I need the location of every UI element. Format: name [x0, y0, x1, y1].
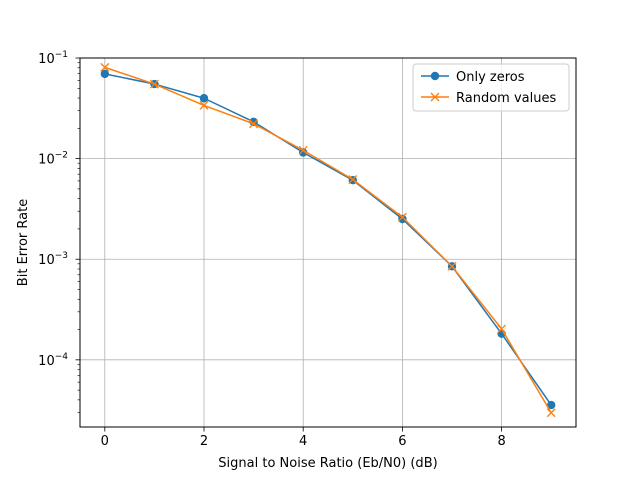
data-point: [348, 175, 358, 184]
data-point: [100, 62, 110, 72]
legend-item: Random values: [421, 91, 556, 106]
x-tick-label: 8: [497, 434, 505, 449]
x-tick-label: 4: [299, 434, 307, 449]
data-point: [199, 94, 209, 103]
data-point: [397, 212, 407, 222]
y-tick-label: 10−4: [38, 352, 68, 369]
data-point: [497, 324, 507, 334]
data-point: [100, 69, 110, 79]
data-point: [199, 100, 209, 110]
x-tick-label: 2: [200, 434, 208, 449]
series-2: [100, 62, 556, 418]
legend-item: Only zeros: [421, 70, 525, 85]
y-tick-label: 10−3: [38, 251, 68, 268]
legend: Only zeros Random values: [412, 63, 570, 112]
y-tick-label: 10−1: [38, 50, 68, 67]
data-point: [546, 408, 556, 418]
legend-label: Only zeros: [456, 70, 525, 85]
y-tick-label: 10−2: [38, 151, 68, 168]
legend-marker: [430, 92, 440, 102]
plot-frame: [79, 57, 577, 428]
data-point: [149, 79, 159, 89]
ticks: 0 2 4 6 8 10−4 10−3 10−2 10−1: [38, 50, 506, 449]
data-point: [298, 145, 308, 155]
x-tick-label: 6: [398, 434, 406, 449]
x-axis-label: Signal to Noise Ratio (Eb/N0) (dB): [218, 456, 437, 471]
data-point: [547, 400, 556, 410]
data-point: [249, 117, 258, 127]
legend-label: Random values: [456, 91, 556, 106]
plot-series: [100, 62, 556, 418]
data-point: [447, 261, 457, 271]
y-axis-label: Bit Error Rate: [16, 199, 31, 286]
data-point: [398, 214, 407, 224]
series-line: [104, 73, 552, 406]
legend-box: [412, 63, 570, 112]
series-line: [104, 66, 552, 414]
data-point: [299, 148, 308, 157]
data-point: [249, 119, 259, 129]
x-tick-label: 0: [101, 434, 109, 449]
legend-marker: [430, 71, 440, 81]
